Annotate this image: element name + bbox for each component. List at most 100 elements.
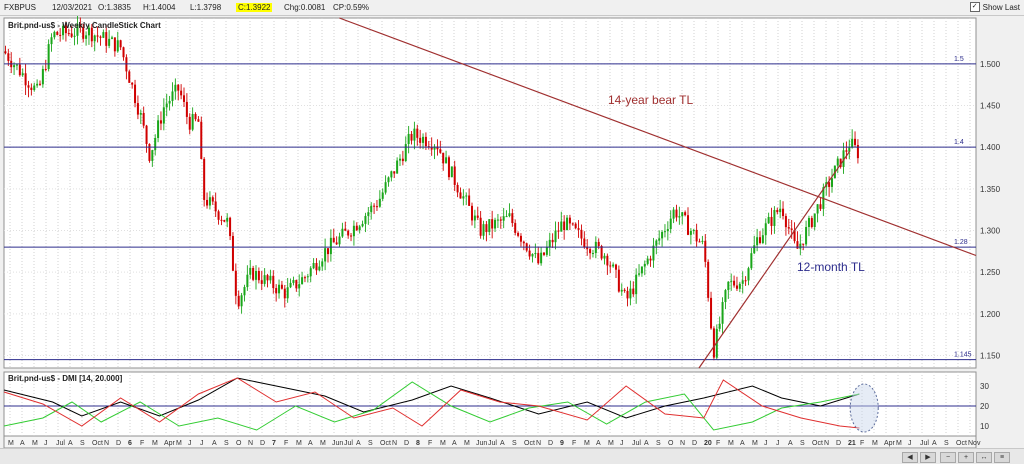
candle-body <box>770 216 773 226</box>
candle-body <box>347 230 350 236</box>
candle-body <box>289 282 292 288</box>
candle-body <box>119 40 122 48</box>
zoom-in-button[interactable]: + <box>958 452 974 463</box>
candle-body <box>433 146 436 150</box>
candle-body <box>211 197 214 202</box>
dmi-adx-line <box>3 377 860 419</box>
x-tick-label: A <box>788 440 793 447</box>
chart-canvas[interactable]: M A M J Jul A S Oct N D 6 F M Apr M J J A S O N D 7 F M A M Jun Jul A… <box>0 16 1024 448</box>
candle-body <box>329 237 332 255</box>
candle-body <box>583 238 586 248</box>
candle-body <box>157 120 160 138</box>
candle-body <box>669 218 672 230</box>
candle-body <box>122 47 125 58</box>
candle-body <box>577 228 580 230</box>
candle-body <box>188 116 191 130</box>
candle-body <box>384 182 387 193</box>
candle-body <box>240 295 243 307</box>
bear-trendline-label: 14-year bear TL <box>608 93 693 107</box>
candle-body <box>733 280 736 286</box>
candle-body <box>358 226 361 231</box>
candle-body <box>617 269 620 292</box>
candle-body <box>243 287 246 296</box>
candle-body <box>534 253 537 255</box>
x-tick-label: Oct <box>524 440 535 447</box>
dmi-chart-title: Brit.pnd-us$ - DMI [14, 20.000] <box>8 374 123 383</box>
candle-body <box>387 177 390 183</box>
candle-body <box>159 120 162 124</box>
candle-body <box>142 112 145 126</box>
candle-body <box>623 289 626 291</box>
candle-body <box>638 273 641 275</box>
x-tick-label: 6 <box>128 440 132 447</box>
candle-body <box>551 239 554 243</box>
x-tick-label: O <box>236 440 242 447</box>
dmi-y-tick-label: 20 <box>980 402 989 411</box>
candle-body <box>459 192 462 199</box>
candle-body <box>828 182 831 187</box>
candle-body <box>99 36 102 38</box>
candle-body <box>229 217 232 237</box>
show-last-checkbox[interactable]: ✓ <box>969 2 980 12</box>
fit-button[interactable]: ↔ <box>976 452 992 463</box>
candle-body <box>672 209 675 219</box>
show-last-toggle[interactable]: ✓ Show Last <box>969 2 1020 12</box>
change-percent-value: CP:0.59% <box>333 3 370 12</box>
scroll-left-button[interactable]: ◀ <box>902 452 918 463</box>
level-label: 1.5 <box>954 56 964 63</box>
candle-body <box>566 217 569 230</box>
candle-body <box>13 65 16 68</box>
candle-body <box>18 64 21 76</box>
candle-body <box>407 133 410 145</box>
candle-body <box>76 23 79 36</box>
x-tick-label: N <box>392 440 397 447</box>
candle-body <box>73 35 76 37</box>
dmi-y-tick-label: 30 <box>980 382 989 391</box>
candle-body <box>396 160 399 174</box>
x-tick-label: J <box>44 440 48 447</box>
candle-body <box>793 229 796 242</box>
candle-body <box>545 247 548 255</box>
x-tick-label: M <box>608 440 614 447</box>
x-tick-label: J <box>764 440 768 447</box>
x-tick-label: F <box>716 440 720 447</box>
x-tick-label: M <box>728 440 734 447</box>
x-tick-label: D <box>836 440 841 447</box>
candle-body <box>335 242 338 245</box>
candle-body <box>442 152 445 164</box>
candle-body <box>842 150 845 167</box>
x-tick-label: M <box>32 440 38 447</box>
x-tick-label: S <box>80 440 85 447</box>
settings-button[interactable]: ≡ <box>994 452 1010 463</box>
candle-body <box>519 235 522 242</box>
price-y-tick-label: 1.300 <box>980 227 1001 236</box>
scroll-bar[interactable]: ◀ ▶ − + ↔ ≡ <box>0 448 1024 464</box>
candle-body <box>424 136 427 147</box>
candle-body <box>597 241 600 247</box>
high-value: H:1.4004 <box>143 3 176 12</box>
x-tick-label: A <box>308 440 313 447</box>
candle-body <box>422 136 425 143</box>
candle-body <box>629 288 632 299</box>
candle-body <box>522 241 525 244</box>
zoom-out-button[interactable]: − <box>940 452 956 463</box>
candle-body <box>338 236 341 245</box>
candle-body <box>591 253 594 255</box>
candle-body <box>278 284 281 294</box>
candle-body <box>813 213 816 227</box>
candle-body <box>782 208 785 217</box>
candle-body <box>537 253 540 264</box>
candle-body <box>686 215 690 235</box>
candle-body <box>67 33 70 35</box>
candle-body <box>64 25 67 34</box>
x-tick-label: Jul <box>920 440 929 447</box>
candle-body <box>154 137 157 151</box>
change-value: Chg:0.0081 <box>284 3 326 12</box>
candle-body <box>128 71 131 83</box>
x-tick-label: 7 <box>272 440 276 447</box>
candle-body <box>666 229 669 232</box>
candle-body <box>517 232 520 236</box>
scroll-right-button[interactable]: ▶ <box>920 452 936 463</box>
candle-body <box>378 198 381 207</box>
price-y-tick-label: 1.500 <box>980 60 1001 69</box>
